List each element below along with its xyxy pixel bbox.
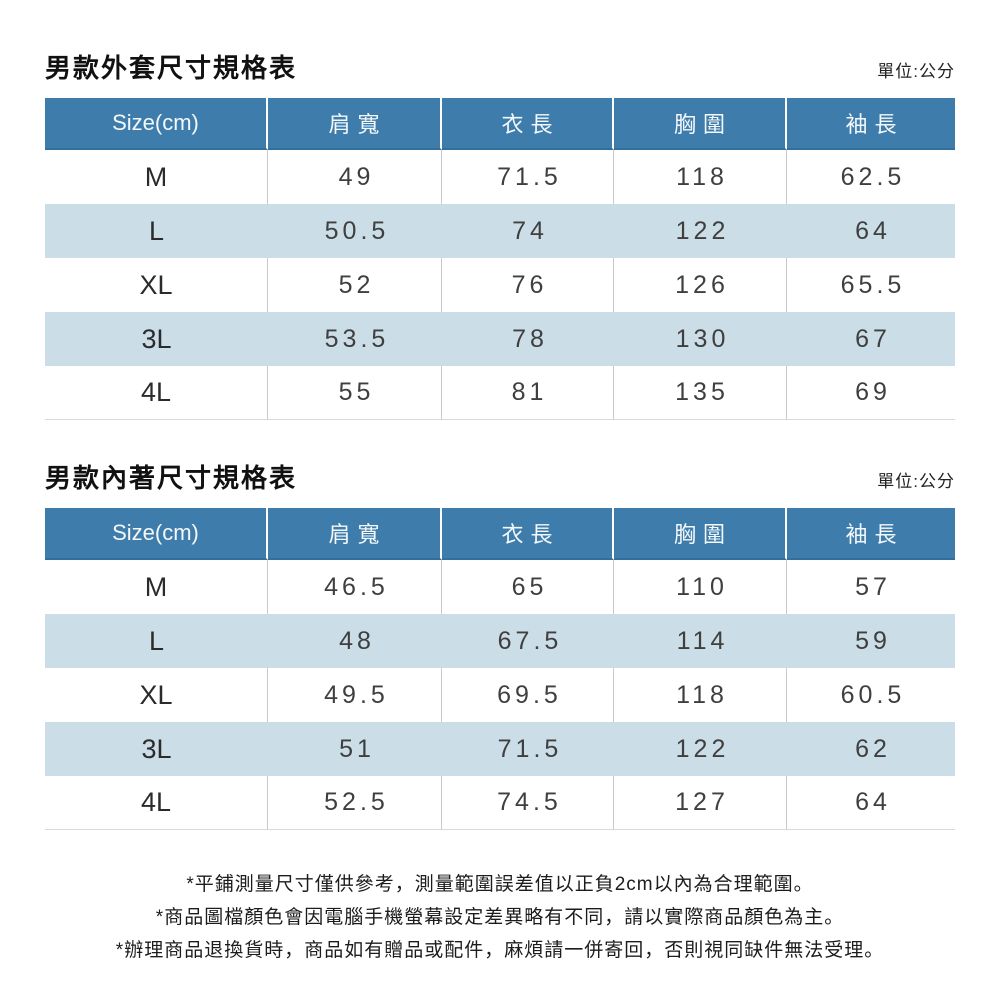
note-measurement-tolerance: *平鋪測量尺寸僅供參考，測量範圍誤差值以正負2cm以內為合理範圍。	[186, 874, 814, 895]
jacket-table-title: 男款外套尺寸規格表	[45, 53, 298, 83]
table-row: 3L 51 71.5 122 62	[45, 722, 955, 776]
table-row: XL 52 76 126 65.5	[45, 258, 955, 312]
column-header-size: Size(cm)	[45, 98, 268, 150]
innerwear-size-table: Size(cm) 肩寬 衣長 胸圍 袖長 M 46.5 65 110 57 L	[45, 508, 955, 830]
column-header-size: Size(cm)	[45, 508, 268, 560]
innerwear-section-header: 男款內著尺寸規格表 單位:公分	[45, 458, 955, 495]
shoulder-cell: 46.5	[268, 560, 442, 614]
length-cell: 65	[442, 560, 614, 614]
size-cell: XL	[45, 668, 268, 722]
innerwear-unit-label: 單位:公分	[877, 472, 955, 491]
column-header-length: 衣長	[442, 98, 614, 150]
shoulder-cell: 49	[268, 150, 442, 204]
length-cell: 74.5	[442, 776, 614, 830]
column-header-chest: 胸圍	[614, 98, 787, 150]
chest-cell: 130	[614, 312, 787, 366]
jacket-size-section: 男款外套尺寸規格表 單位:公分 Size(cm) 肩寬 衣長 胸圍 袖長 M 4…	[45, 48, 955, 420]
size-cell: 3L	[45, 722, 268, 776]
table-row: L 50.5 74 122 64	[45, 204, 955, 258]
table-row: 4L 52.5 74.5 127 64	[45, 776, 955, 830]
length-cell: 76	[442, 258, 614, 312]
jacket-section-header: 男款外套尺寸規格表 單位:公分	[45, 48, 955, 85]
length-cell: 67.5	[442, 614, 614, 668]
chest-cell: 110	[614, 560, 787, 614]
table-row: 4L 55 81 135 69	[45, 366, 955, 420]
size-cell: 4L	[45, 366, 268, 420]
size-cell: 3L	[45, 312, 268, 366]
shoulder-cell: 52.5	[268, 776, 442, 830]
shoulder-cell: 51	[268, 722, 442, 776]
shoulder-cell: 49.5	[268, 668, 442, 722]
shoulder-cell: 52	[268, 258, 442, 312]
size-cell: L	[45, 614, 268, 668]
shoulder-cell: 50.5	[268, 204, 442, 258]
shoulder-cell: 53.5	[268, 312, 442, 366]
chest-cell: 126	[614, 258, 787, 312]
sleeve-cell: 59	[787, 614, 955, 668]
innerwear-table-title: 男款內著尺寸規格表	[45, 463, 298, 493]
note-return-policy: *辦理商品退換貨時，商品如有贈品或配件，麻煩請一併寄回，否則視同缺件無法受理。	[115, 940, 885, 961]
column-header-shoulder: 肩寬	[268, 98, 442, 150]
sleeve-cell: 64	[787, 776, 955, 830]
column-header-shoulder: 肩寬	[268, 508, 442, 560]
column-header-length: 衣長	[442, 508, 614, 560]
chest-cell: 127	[614, 776, 787, 830]
jacket-unit-label: 單位:公分	[877, 62, 955, 81]
chest-cell: 135	[614, 366, 787, 420]
size-chart-page: 男款外套尺寸規格表 單位:公分 Size(cm) 肩寬 衣長 胸圍 袖長 M 4…	[45, 48, 955, 967]
table-row: L 48 67.5 114 59	[45, 614, 955, 668]
sleeve-cell: 67	[787, 312, 955, 366]
chest-cell: 118	[614, 668, 787, 722]
size-cell: XL	[45, 258, 268, 312]
chest-cell: 122	[614, 204, 787, 258]
column-header-sleeve: 袖長	[787, 508, 955, 560]
shoulder-cell: 55	[268, 366, 442, 420]
note-color-difference: *商品圖檔顏色會因電腦手機螢幕設定差異略有不同，請以實際商品顏色為主。	[155, 907, 845, 928]
sleeve-cell: 64	[787, 204, 955, 258]
length-cell: 74	[442, 204, 614, 258]
length-cell: 69.5	[442, 668, 614, 722]
table-row: XL 49.5 69.5 118 60.5	[45, 668, 955, 722]
shoulder-cell: 48	[268, 614, 442, 668]
length-cell: 78	[442, 312, 614, 366]
sleeve-cell: 57	[855, 572, 891, 601]
length-cell: 81	[442, 366, 614, 420]
sleeve-cell: 60.5	[840, 680, 906, 709]
sleeve-cell: 62.5	[840, 162, 906, 191]
jacket-size-table: Size(cm) 肩寬 衣長 胸圍 袖長 M 49 71.5 118 62.5 …	[45, 98, 955, 420]
size-cell: M	[45, 150, 268, 204]
innerwear-header-row: Size(cm) 肩寬 衣長 胸圍 袖長	[45, 508, 955, 560]
column-header-sleeve: 袖長	[787, 98, 955, 150]
footer-notes: *平鋪測量尺寸僅供參考，測量範圍誤差值以正負2cm以內為合理範圍。 *商品圖檔顏…	[45, 868, 955, 967]
table-row: 3L 53.5 78 130 67	[45, 312, 955, 366]
table-row: M 46.5 65 110 57	[45, 560, 955, 614]
size-cell: M	[45, 560, 268, 614]
jacket-header-row: Size(cm) 肩寬 衣長 胸圍 袖長	[45, 98, 955, 150]
column-header-chest: 胸圍	[614, 508, 787, 560]
sleeve-cell: 62	[787, 722, 955, 776]
table-row: M 49 71.5 118 62.5	[45, 150, 955, 204]
sleeve-cell: 69	[787, 366, 955, 420]
size-cell: L	[45, 204, 268, 258]
size-cell: 4L	[45, 776, 268, 830]
chest-cell: 114	[614, 614, 787, 668]
chest-cell: 122	[614, 722, 787, 776]
length-cell: 71.5	[442, 150, 614, 204]
innerwear-size-section: 男款內著尺寸規格表 單位:公分 Size(cm) 肩寬 衣長 胸圍 袖長 M 4…	[45, 458, 955, 830]
length-cell: 71.5	[442, 722, 614, 776]
sleeve-cell: 65.5	[840, 270, 906, 299]
chest-cell: 118	[614, 150, 787, 204]
